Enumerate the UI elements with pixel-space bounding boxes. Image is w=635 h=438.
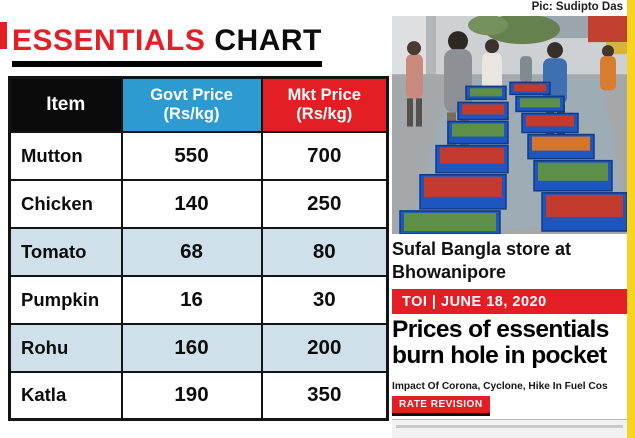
mkt-price-cell: 350 xyxy=(260,370,389,421)
table-row-pumpkin: Pumpkin 16 30 xyxy=(8,274,389,325)
price-table: Item Govt Price (Rs/kg) Mkt Price (Rs/kg… xyxy=(8,76,389,421)
mkt-price-cell: 80 xyxy=(260,226,389,277)
column-header-item: Item xyxy=(8,76,123,133)
mkt-price-cell: 700 xyxy=(260,130,389,181)
rate-revision-banner: RATE REVISION xyxy=(392,396,490,416)
photo-credit: Pic: Sudipto Das xyxy=(531,1,623,13)
mkt-price-cell: 30 xyxy=(260,274,389,325)
govt-price-cell: 140 xyxy=(120,178,263,229)
photo-caption: Sufal Bangla store at Bhowanipore xyxy=(392,239,572,282)
govt-price-cell: 550 xyxy=(120,130,263,181)
item-cell: Katla xyxy=(8,370,123,421)
column-header-mkt-price: Mkt Price (Rs/kg) xyxy=(260,76,389,133)
price-table-body: Mutton 550 700 Chicken 140 250 Tomato 68… xyxy=(8,130,389,421)
yellow-page-edge xyxy=(627,0,635,438)
mkt-price-cell: 200 xyxy=(260,322,389,373)
market-photo xyxy=(392,16,627,234)
header-row: Item Govt Price (Rs/kg) Mkt Price (Rs/kg… xyxy=(8,76,389,133)
headline-line-2: burn hole in pocket xyxy=(392,341,607,369)
mkt-price-cell: 250 xyxy=(260,178,389,229)
item-cell: Rohu xyxy=(8,322,123,373)
date-banner-label: TOI | JUNE 18, 2020 xyxy=(402,293,547,310)
right-column: Sufal Bangla store at Bhowanipore TOI | … xyxy=(392,0,627,438)
item-cell: Chicken xyxy=(8,178,123,229)
chart-title-chart: CHART xyxy=(214,24,322,57)
table-row-tomato: Tomato 68 80 xyxy=(8,226,389,277)
red-corner-mark xyxy=(0,22,7,49)
headline: Prices of essentials burn hole in pocket xyxy=(392,317,627,369)
subheadline: Impact Of Corona, Cyclone, Hike In Fuel … xyxy=(392,381,608,392)
table-row-mutton: Mutton 550 700 xyxy=(8,130,389,181)
headline-line-1: Prices of essentials xyxy=(392,316,609,343)
date-banner: TOI | JUNE 18, 2020 xyxy=(392,289,627,314)
item-cell: Mutton xyxy=(8,130,123,181)
item-cell: Pumpkin xyxy=(8,274,123,325)
govt-price-cell: 68 xyxy=(120,226,263,277)
table-row-katla: Katla 190 350 xyxy=(8,370,389,421)
govt-price-cell: 190 xyxy=(120,370,263,421)
item-cell: Tomato xyxy=(8,226,123,277)
govt-price-cell: 16 xyxy=(120,274,263,325)
table-row-rohu: Rohu 160 200 xyxy=(8,322,389,373)
cut-off-content xyxy=(392,419,627,438)
chart-title: ESSENTIALS CHART xyxy=(12,24,322,67)
table-row-chicken: Chicken 140 250 xyxy=(8,178,389,229)
price-table-header: Item Govt Price (Rs/kg) Mkt Price (Rs/kg… xyxy=(8,76,389,133)
market-photo-illustration xyxy=(392,16,627,234)
chart-title-essentials: ESSENTIALS xyxy=(12,24,206,57)
govt-price-cell: 160 xyxy=(120,322,263,373)
column-header-govt-price: Govt Price (Rs/kg) xyxy=(120,76,263,133)
